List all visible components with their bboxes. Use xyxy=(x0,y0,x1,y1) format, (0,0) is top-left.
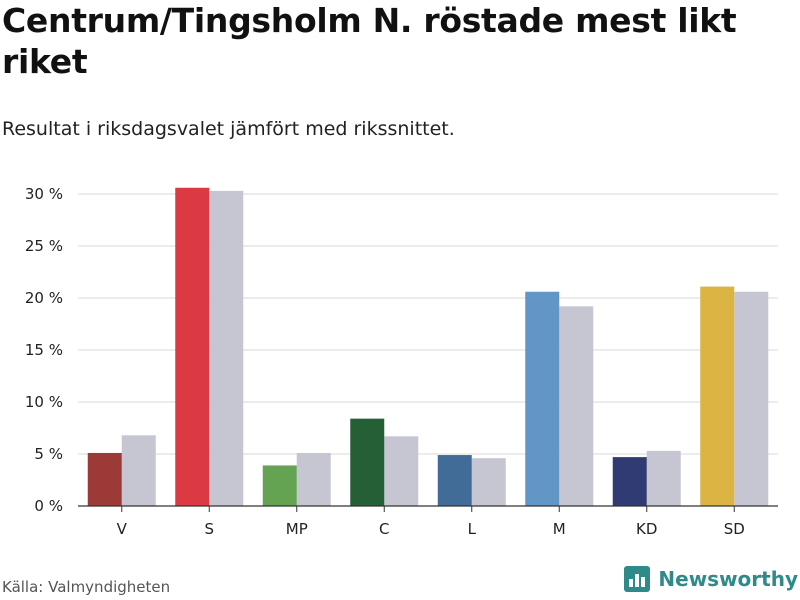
bar-national-mp xyxy=(296,452,331,506)
y-tick-label: 25 % xyxy=(25,237,63,255)
x-tick-label: S xyxy=(204,520,214,538)
y-tick-label: 10 % xyxy=(25,393,63,411)
y-tick-label: 20 % xyxy=(25,289,63,307)
bar-local-l xyxy=(437,455,472,506)
bar-local-kd xyxy=(612,457,647,506)
bar-local-sd xyxy=(700,286,735,506)
newsworthy-logo-icon xyxy=(624,566,651,592)
bar-national-v xyxy=(121,435,156,506)
x-tick-label: C xyxy=(379,520,389,538)
x-tick-label: V xyxy=(117,520,128,538)
chart-subtitle: Resultat i riksdagsvalet jämfört med rik… xyxy=(2,118,455,140)
x-tick-label: KD xyxy=(636,520,657,538)
x-tick-label: M xyxy=(553,520,566,538)
bar-local-mp xyxy=(262,465,297,506)
source-note: Källa: Valmyndigheten xyxy=(2,578,171,596)
x-tick-label: L xyxy=(468,520,477,538)
bar-national-m xyxy=(559,306,594,506)
brand-logo: Newsworthy xyxy=(624,566,798,592)
bar-national-c xyxy=(384,436,419,506)
chart-title: Centrum/Tingsholm N. röstade mest likt r… xyxy=(2,1,737,81)
bar-national-kd xyxy=(646,450,681,506)
bar-local-v xyxy=(87,452,122,506)
bar-national-s xyxy=(209,190,244,506)
y-tick-label: 30 % xyxy=(25,185,63,203)
bar-national-l xyxy=(471,458,506,506)
x-tick-label: MP xyxy=(286,520,308,538)
y-axis: 0 % 5 % 10 % 15 % 20 % 25 % 30 % xyxy=(25,185,63,515)
bar-national-sd xyxy=(734,291,769,506)
x-tick-label: SD xyxy=(724,520,745,538)
brand-name: Newsworthy xyxy=(658,567,798,591)
bars xyxy=(87,187,769,506)
y-tick-label: 15 % xyxy=(25,341,63,359)
y-tick-label: 5 % xyxy=(34,445,63,463)
bar-local-c xyxy=(350,418,385,506)
bar-local-m xyxy=(525,291,560,506)
x-axis: V S MP C L M KD SD xyxy=(78,505,778,538)
bar-local-s xyxy=(175,187,210,506)
y-tick-label: 0 % xyxy=(34,497,63,515)
